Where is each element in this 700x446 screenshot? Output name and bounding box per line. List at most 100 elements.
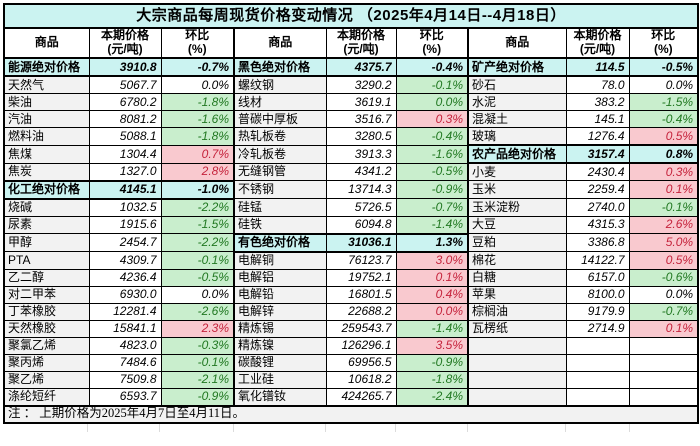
- commodity-cell[interactable]: 无缝钢管: [233, 162, 327, 181]
- col-header-commodity[interactable]: 商品: [233, 27, 327, 59]
- pct-cell[interactable]: -2.4%: [395, 387, 469, 406]
- commodity-cell[interactable]: 小麦: [467, 162, 567, 181]
- commodity-cell[interactable]: 电解铅: [233, 285, 327, 304]
- price-cell[interactable]: 5067.7: [88, 75, 162, 94]
- commodity-cell[interactable]: 天然橡胶: [3, 319, 90, 338]
- price-cell[interactable]: 1327.0: [88, 162, 162, 181]
- pct-cell[interactable]: 0.1%: [628, 319, 699, 338]
- pct-cell[interactable]: 0.8%: [628, 144, 699, 164]
- pct-cell[interactable]: 0.0%: [160, 285, 235, 304]
- commodity-cell[interactable]: 聚氯乙烯: [3, 336, 90, 355]
- commodity-cell[interactable]: 涤纶短纤: [3, 387, 90, 406]
- commodity-cell[interactable]: 玉米淀粉: [467, 198, 567, 217]
- price-cell[interactable]: 13714.3: [325, 180, 397, 199]
- pct-cell[interactable]: -0.4%: [395, 127, 469, 146]
- pct-cell[interactable]: -2.6%: [160, 302, 235, 321]
- price-cell[interactable]: 4375.7: [325, 57, 397, 77]
- commodity-cell[interactable]: 工业硅: [233, 370, 327, 389]
- commodity-cell[interactable]: 砂石: [467, 75, 567, 94]
- pct-cell[interactable]: -0.9%: [395, 353, 469, 372]
- pct-cell[interactable]: -0.7%: [160, 57, 235, 77]
- commodity-cell[interactable]: 农产品绝对价格: [467, 144, 567, 164]
- price-cell[interactable]: 383.2: [565, 93, 630, 111]
- pct-cell[interactable]: 0.1%: [395, 268, 469, 287]
- pct-cell[interactable]: 0.0%: [628, 285, 699, 304]
- price-cell[interactable]: 4145.1: [88, 179, 162, 200]
- commodity-cell[interactable]: 对二甲苯: [3, 285, 90, 304]
- pct-cell[interactable]: 0.4%: [395, 285, 469, 304]
- pct-cell[interactable]: -0.7%: [395, 198, 469, 217]
- price-cell[interactable]: 3516.7: [325, 110, 397, 128]
- price-cell[interactable]: 4341.2: [325, 162, 397, 181]
- price-cell[interactable]: 3157.4: [565, 144, 630, 164]
- col-header-price[interactable]: 本期价格 (元/吨): [565, 27, 630, 59]
- pct-cell[interactable]: -0.5%: [160, 268, 235, 287]
- price-cell[interactable]: [565, 387, 630, 406]
- commodity-cell[interactable]: 白糖: [467, 268, 567, 287]
- commodity-cell[interactable]: [467, 353, 567, 372]
- pct-cell[interactable]: -0.1%: [160, 353, 235, 372]
- commodity-cell[interactable]: 玉米: [467, 180, 567, 199]
- price-cell[interactable]: 6593.7: [88, 387, 162, 406]
- commodity-cell[interactable]: 硅锰: [233, 198, 327, 217]
- price-cell[interactable]: 424265.7: [325, 387, 397, 406]
- price-cell[interactable]: 1032.5: [88, 198, 162, 217]
- price-cell[interactable]: 3280.5: [325, 127, 397, 146]
- col-header-pct[interactable]: 环比 (%): [160, 27, 235, 59]
- price-cell[interactable]: 145.1: [565, 110, 630, 128]
- pct-cell[interactable]: 0.0%: [160, 75, 235, 94]
- col-header-pct[interactable]: 环比 (%): [628, 27, 699, 59]
- pct-cell[interactable]: 3.0%: [395, 251, 469, 270]
- commodity-cell[interactable]: 聚丙烯: [3, 353, 90, 372]
- pct-cell[interactable]: -1.8%: [395, 370, 469, 389]
- pct-cell[interactable]: 0.3%: [628, 162, 699, 181]
- commodity-cell[interactable]: [467, 370, 567, 389]
- commodity-cell[interactable]: 乙二醇: [3, 268, 90, 287]
- price-cell[interactable]: [565, 370, 630, 389]
- commodity-cell[interactable]: [467, 387, 567, 406]
- price-cell[interactable]: 126296.1: [325, 336, 397, 355]
- commodity-cell[interactable]: 苹果: [467, 285, 567, 304]
- pct-cell[interactable]: 1.3%: [395, 232, 469, 253]
- commodity-cell[interactable]: 电解铜: [233, 251, 327, 270]
- price-cell[interactable]: 4236.4: [88, 268, 162, 287]
- price-cell[interactable]: 3910.8: [88, 57, 162, 77]
- commodity-cell[interactable]: 线材: [233, 93, 327, 111]
- price-cell[interactable]: 2714.9: [565, 319, 630, 338]
- pct-cell[interactable]: -1.5%: [628, 93, 699, 111]
- commodity-cell[interactable]: 电解铝: [233, 268, 327, 287]
- pct-cell[interactable]: 0.7%: [160, 144, 235, 164]
- pct-cell[interactable]: 2.8%: [160, 162, 235, 181]
- price-cell[interactable]: 2454.7: [88, 233, 162, 252]
- price-cell[interactable]: [565, 336, 630, 355]
- commodity-cell[interactable]: 天然气: [3, 75, 90, 94]
- pct-cell[interactable]: -2.2%: [160, 233, 235, 252]
- commodity-cell[interactable]: 矿产绝对价格: [467, 57, 567, 77]
- pct-cell[interactable]: -1.6%: [395, 144, 469, 164]
- price-cell[interactable]: 78.0: [565, 75, 630, 94]
- commodity-cell[interactable]: 热轧板卷: [233, 127, 327, 146]
- pct-cell[interactable]: -0.4%: [628, 110, 699, 128]
- commodity-cell[interactable]: [467, 336, 567, 355]
- pct-cell[interactable]: -0.9%: [160, 387, 235, 406]
- pct-cell[interactable]: -0.6%: [628, 268, 699, 287]
- pct-cell[interactable]: -1.8%: [160, 93, 235, 111]
- price-cell[interactable]: [565, 353, 630, 372]
- pct-cell[interactable]: 0.5%: [628, 251, 699, 270]
- commodity-cell[interactable]: 水泥: [467, 93, 567, 111]
- pct-cell[interactable]: -0.5%: [628, 57, 699, 77]
- pct-cell[interactable]: 0.5%: [628, 127, 699, 146]
- commodity-cell[interactable]: 不锈钢: [233, 180, 327, 199]
- commodity-cell[interactable]: 普碳中厚板: [233, 110, 327, 128]
- pct-cell[interactable]: -1.5%: [160, 215, 235, 234]
- price-cell[interactable]: 19752.1: [325, 268, 397, 287]
- col-header-price[interactable]: 本期价格 (元/吨): [325, 27, 397, 59]
- pct-cell[interactable]: -0.5%: [395, 162, 469, 181]
- price-cell[interactable]: 10618.2: [325, 370, 397, 389]
- price-cell[interactable]: 6157.0: [565, 268, 630, 287]
- pct-cell[interactable]: 0.3%: [395, 110, 469, 128]
- price-cell[interactable]: 5726.5: [325, 198, 397, 217]
- pct-cell[interactable]: 0.0%: [628, 75, 699, 94]
- price-cell[interactable]: 2430.4: [565, 162, 630, 181]
- commodity-cell[interactable]: 碳酸锂: [233, 353, 327, 372]
